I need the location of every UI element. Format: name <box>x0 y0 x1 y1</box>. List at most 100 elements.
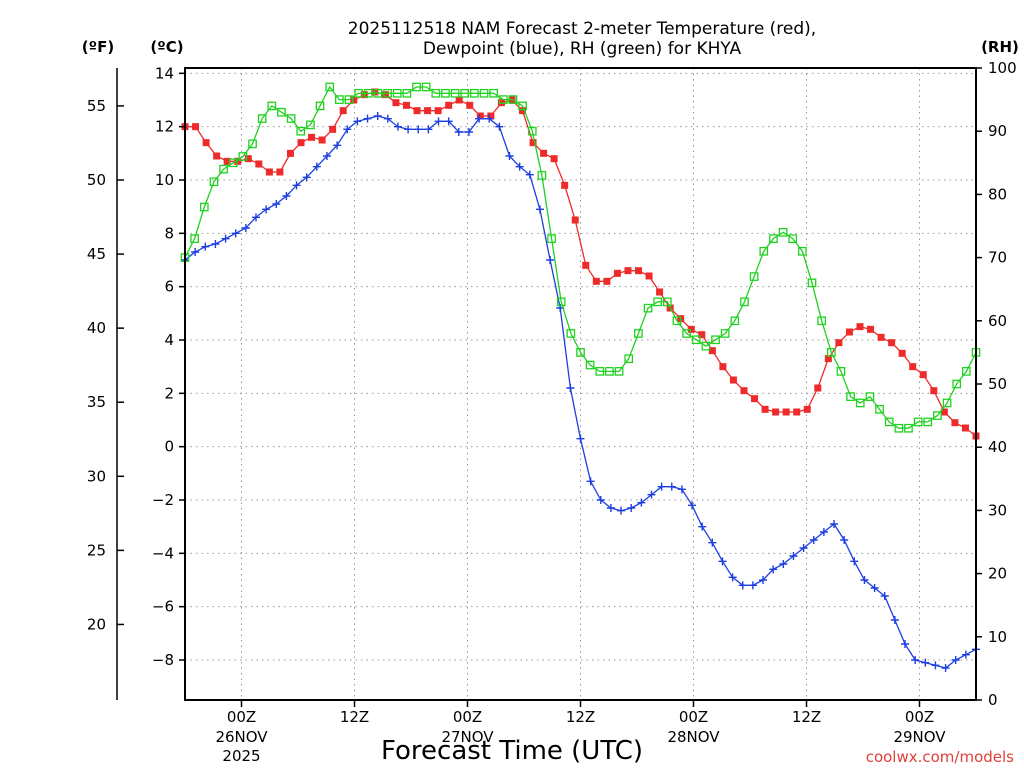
rh-point <box>643 303 653 313</box>
rh-point <box>865 392 875 401</box>
dewpoint-point <box>302 173 311 182</box>
temperature-point <box>613 269 621 277</box>
rh-point <box>894 423 904 433</box>
dewpoint-point <box>333 141 342 150</box>
dewpoint-point <box>637 498 646 507</box>
temperature-point <box>782 408 790 416</box>
rh-point <box>219 164 228 174</box>
temperature-point <box>445 101 453 109</box>
temperature-point <box>402 101 410 109</box>
rh-point <box>778 227 788 237</box>
dewpoint-point <box>241 224 250 232</box>
fahrenheit-unit-label: (ºF) <box>82 38 114 56</box>
rh-point <box>730 316 740 326</box>
rh-point <box>460 88 470 98</box>
fahrenheit-tick-label: 45 <box>87 245 106 263</box>
rh-point <box>498 95 508 104</box>
rh-point <box>923 417 933 427</box>
dewpoint-point <box>941 664 950 672</box>
dewpoint-point <box>343 125 352 134</box>
dewpoint-point <box>393 122 402 131</box>
rh-point <box>595 367 605 376</box>
fahrenheit-tick-label: 25 <box>87 541 106 559</box>
temperature-point <box>824 355 832 363</box>
temperature-point <box>392 99 400 107</box>
rh-point <box>248 139 257 149</box>
rh-point <box>662 297 672 307</box>
dewpoint-point <box>698 522 707 531</box>
date-tick-label: 29NOV <box>893 728 946 746</box>
temperature-point <box>772 408 780 416</box>
rh-point <box>759 246 769 256</box>
rh-point <box>315 101 325 111</box>
dewpoint-point <box>850 557 859 566</box>
dewpoint-point <box>911 656 920 664</box>
temperature-point <box>856 323 864 331</box>
rh-point <box>962 367 971 376</box>
rh-point <box>672 316 682 326</box>
rh-point <box>518 101 527 111</box>
temperature-point <box>951 419 959 427</box>
rh-point <box>798 246 807 256</box>
rh-point <box>904 423 913 433</box>
celsius-tick-label: −4 <box>152 544 174 562</box>
rh-point <box>556 297 566 307</box>
dewpoint-point <box>454 128 463 136</box>
rh-point <box>769 234 778 243</box>
fahrenheit-tick-label: 55 <box>87 97 106 115</box>
rh-line <box>184 85 977 429</box>
dewpoint-point <box>586 477 595 486</box>
temperature-point <box>223 157 231 165</box>
dewpoint-point <box>312 162 321 171</box>
fahrenheit-tick-label: 30 <box>87 467 106 485</box>
temperature-point <box>571 216 579 224</box>
time-tick-label: 12Z <box>792 708 821 726</box>
date-tick-label: 28NOV <box>667 728 720 746</box>
dewpoint-point <box>424 125 433 134</box>
rh-point <box>296 126 306 136</box>
dewpoint-point <box>535 205 544 214</box>
temperature-point <box>286 149 294 157</box>
dewpoint-point <box>617 506 626 515</box>
dewpoint-point <box>546 256 555 264</box>
temperature-point <box>919 371 927 379</box>
dewpoint-point <box>901 640 910 648</box>
rh-point <box>238 152 248 161</box>
dewpoint-point <box>738 581 747 590</box>
temperature-point <box>909 363 917 371</box>
dewpoint-point <box>880 592 889 600</box>
time-tick-label: 00Z <box>227 708 256 726</box>
rh-point <box>624 354 634 364</box>
time-tick-label: 00Z <box>679 708 708 726</box>
rh-tick-label: 60 <box>988 312 1007 330</box>
dewpoint-point <box>667 482 676 491</box>
dewpoint-point <box>809 536 818 544</box>
celsius-tick-label: 4 <box>164 331 174 349</box>
rh-tick-label: 100 <box>988 59 1017 77</box>
x-axis-label: Forecast Time (UTC) <box>381 736 643 766</box>
dewpoint-point <box>576 434 585 443</box>
temperature-point <box>297 139 305 147</box>
temperature-line <box>185 91 977 437</box>
rh-point <box>190 234 199 243</box>
dewpoint-point <box>475 114 484 123</box>
temperature-point <box>455 96 463 104</box>
time-tick-label: 12Z <box>566 708 595 726</box>
temperature-point <box>698 331 706 339</box>
dewpoint-point <box>627 504 636 512</box>
dewpoint-point <box>515 162 524 171</box>
rh-point <box>682 329 691 338</box>
grid-lines <box>185 68 976 700</box>
temperature-point <box>202 139 210 147</box>
temperature-point <box>244 155 252 163</box>
dewpoint-point <box>566 384 575 392</box>
dewpoint-point <box>596 496 605 504</box>
rh-point <box>392 88 402 98</box>
dewpoint-point <box>505 152 514 160</box>
temperature-point <box>793 408 801 416</box>
temperature-point <box>339 107 347 115</box>
rh-point <box>547 234 556 243</box>
rh-point <box>489 88 499 98</box>
rh-point <box>325 82 335 92</box>
